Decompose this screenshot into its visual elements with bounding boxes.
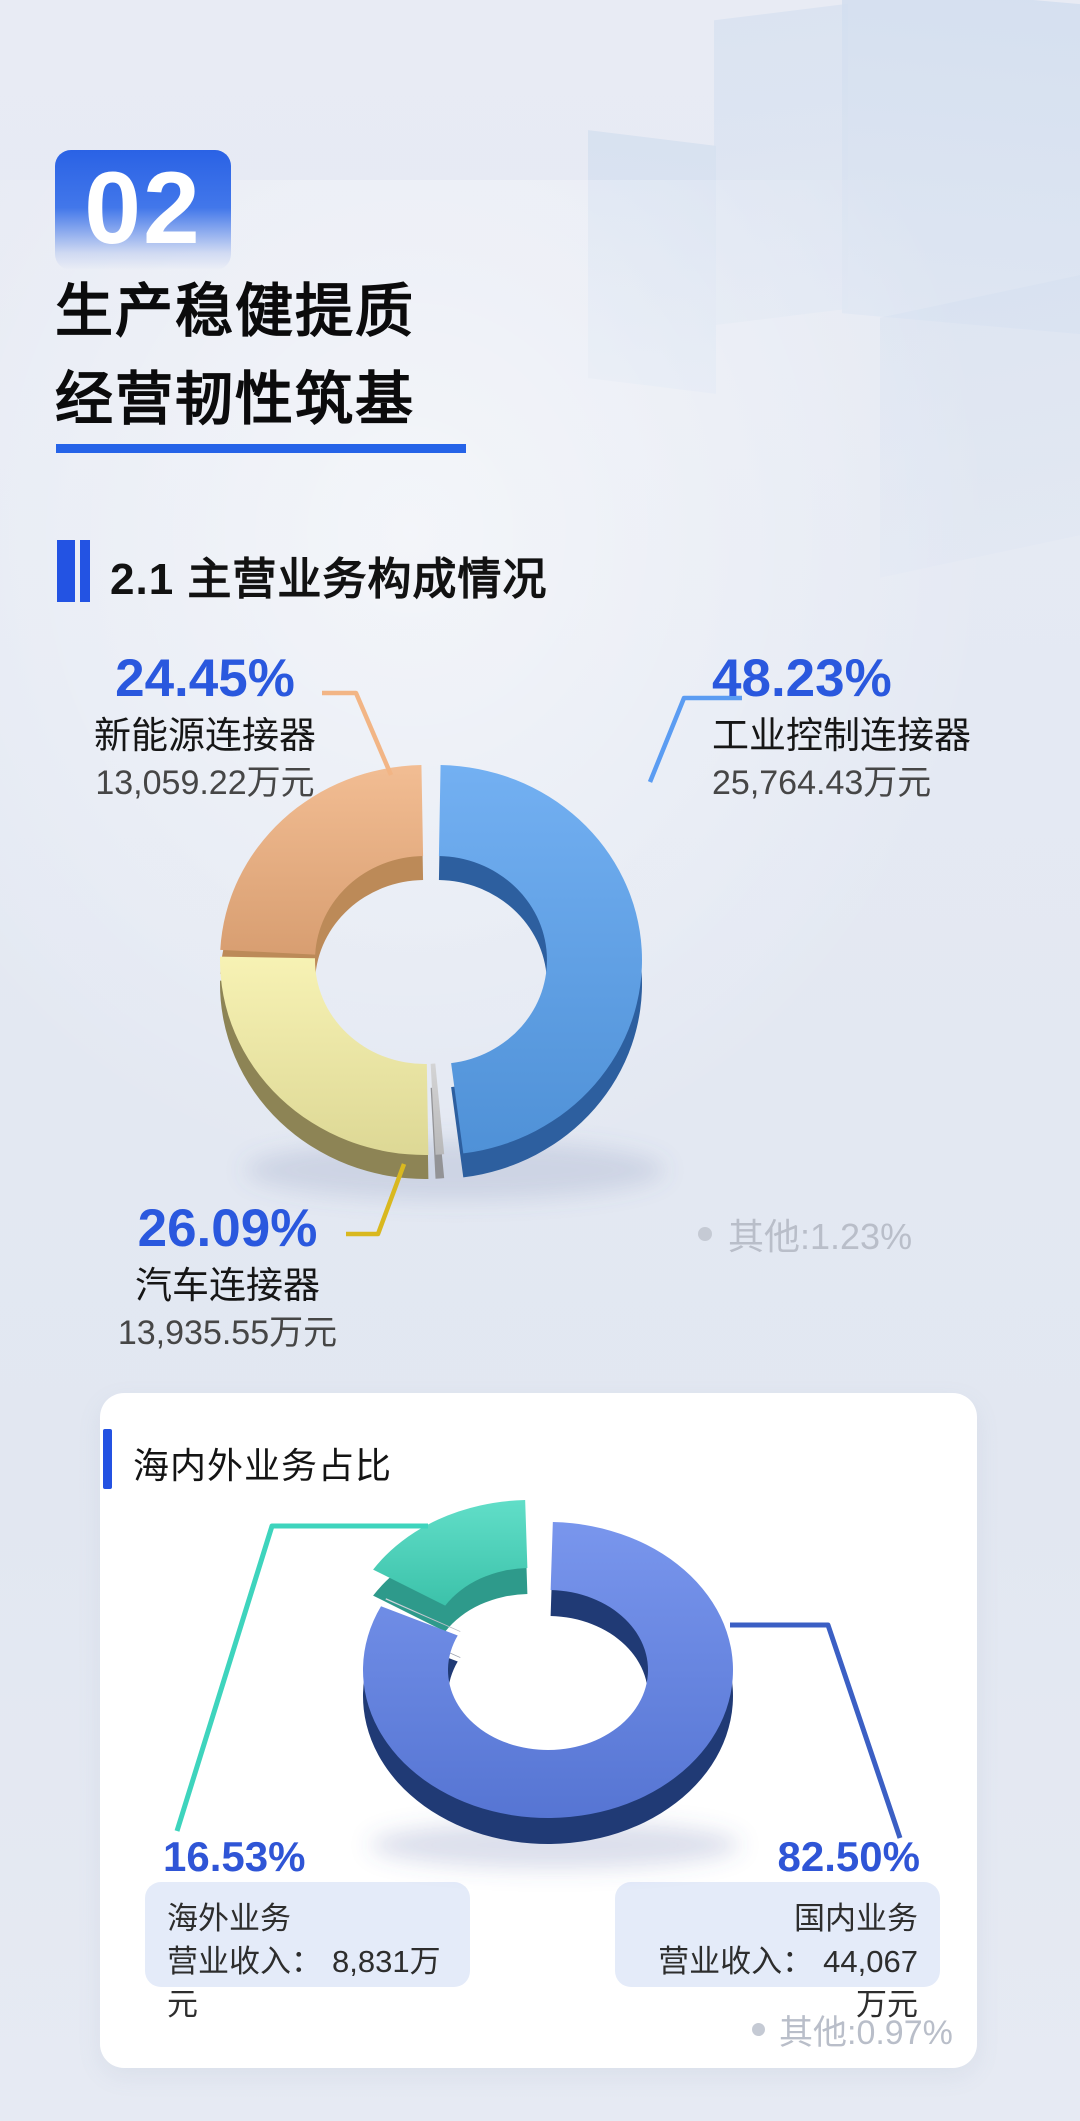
heading-accent-bar bbox=[57, 540, 75, 602]
donut1-other-text: 其他:1.23% bbox=[728, 1216, 913, 1257]
card-other-note: 其他:0.97% bbox=[752, 2005, 953, 2054]
domestic-revenue-value: 44,067万元 bbox=[823, 1944, 918, 2022]
new-energy-name: 新能源连接器 bbox=[94, 715, 316, 757]
industrial-label-block: 48.23% 工业控制连接器 25,764.43万元 bbox=[712, 650, 1072, 804]
bullet-dot-icon bbox=[698, 1227, 712, 1241]
auto-pct: 26.09% bbox=[137, 1199, 318, 1258]
section-number-badge: 02 bbox=[55, 150, 231, 270]
overseas-revenue-line: 营业收入： 8,831万元 bbox=[167, 1940, 448, 2026]
bullet-dot-icon bbox=[752, 2023, 765, 2036]
section-heading: 2.1 主营业务构成情况 bbox=[110, 555, 548, 604]
industrial-value: 25,764.43万元 bbox=[712, 764, 932, 803]
page-title: 生产稳健提质 经营韧性筑基 bbox=[55, 268, 415, 444]
page-title-line2: 经营韧性筑基 bbox=[55, 367, 416, 432]
overseas-revenue-value: 8,831万元 bbox=[167, 1944, 441, 2022]
industrial-name: 工业控制连接器 bbox=[712, 715, 971, 757]
page-title-line1: 生产稳健提质 bbox=[55, 279, 416, 344]
overseas-info-box: 海外业务 营业收入： 8,831万元 bbox=[145, 1882, 470, 2022]
title-underline bbox=[56, 444, 466, 453]
domestic-revenue-line: 营业收入： 44,067万元 bbox=[637, 1940, 918, 2026]
auto-name: 汽车连接器 bbox=[135, 1265, 320, 1307]
section-number: 02 bbox=[84, 151, 202, 265]
revenue-label: 营业收入： bbox=[167, 1944, 322, 1979]
card-other-text: 其他:0.97% bbox=[779, 2014, 953, 2052]
revenue-label: 营业收入： bbox=[658, 1944, 814, 1979]
new-energy-value: 13,059.22万元 bbox=[95, 764, 315, 803]
card-title: 海内外业务占比 bbox=[133, 1445, 393, 1486]
domestic-pct-label: 82.50% bbox=[777, 1833, 920, 1880]
new-energy-label-block: 24.45% 新能源连接器 13,059.22万元 bbox=[30, 650, 380, 804]
auto-label-block: 26.09% 汽车连接器 13,935.55万元 bbox=[55, 1200, 400, 1354]
donut1-other-note: 其他:1.23% bbox=[698, 1208, 912, 1260]
overseas-pct-label: 16.53% bbox=[163, 1833, 306, 1880]
new-energy-pct: 24.45% bbox=[115, 649, 295, 708]
heading-accent-bar bbox=[80, 540, 90, 602]
domestic-info-box: 国内业务 营业收入： 44,067万元 bbox=[615, 1882, 940, 2022]
industrial-pct: 48.23% bbox=[712, 649, 892, 708]
domestic-overseas-card: 海内外业务占比 16.53% 海外业务 营业收入： 8,831万元 82.50% … bbox=[100, 1393, 977, 2068]
overseas-name: 海外业务 bbox=[167, 1901, 291, 1936]
auto-value: 13,935.55万元 bbox=[117, 1314, 338, 1353]
card-heading-accent-bar bbox=[103, 1429, 112, 1489]
domestic-name: 国内业务 bbox=[794, 1901, 918, 1936]
